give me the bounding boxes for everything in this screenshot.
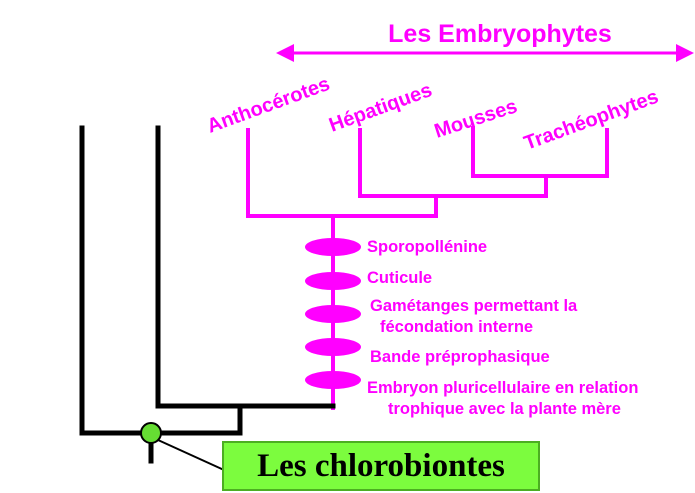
character-label-1: Sporopollénine (367, 238, 487, 256)
character-marks (305, 238, 361, 389)
character-label-3: Gamétanges permettant la fécondation int… (370, 297, 582, 336)
character-mark-5 (305, 371, 361, 389)
character-label-5: Embryon pluricellulaire en relation trop… (367, 379, 643, 418)
arrow-head-left (276, 44, 294, 62)
character-label-2: Cuticule (367, 269, 432, 287)
character-mark-4 (305, 338, 361, 356)
taxon-label-tracheophytes: Trachéophytes (521, 86, 661, 155)
character-mark-1 (305, 238, 361, 256)
root-label-pointer (157, 439, 225, 471)
chlorobiontes-label: Les chlorobiontes (222, 441, 540, 491)
arrow-head-right (676, 44, 694, 62)
taxon-label-anthocerotes: Anthocérotes (204, 73, 333, 138)
outgroup-tree (79, 125, 336, 464)
taxon-label-mousses: Mousses (432, 95, 520, 142)
root-node (140, 422, 162, 444)
character-label-4: Bande préprophasique (370, 348, 550, 366)
character-mark-2 (305, 272, 361, 290)
taxon-label-hepatiques: Hépatiques (326, 79, 435, 137)
character-mark-3 (305, 305, 361, 323)
embryophyte-clade (246, 126, 609, 410)
embryophytes-title: Les Embryophytes (388, 20, 612, 48)
